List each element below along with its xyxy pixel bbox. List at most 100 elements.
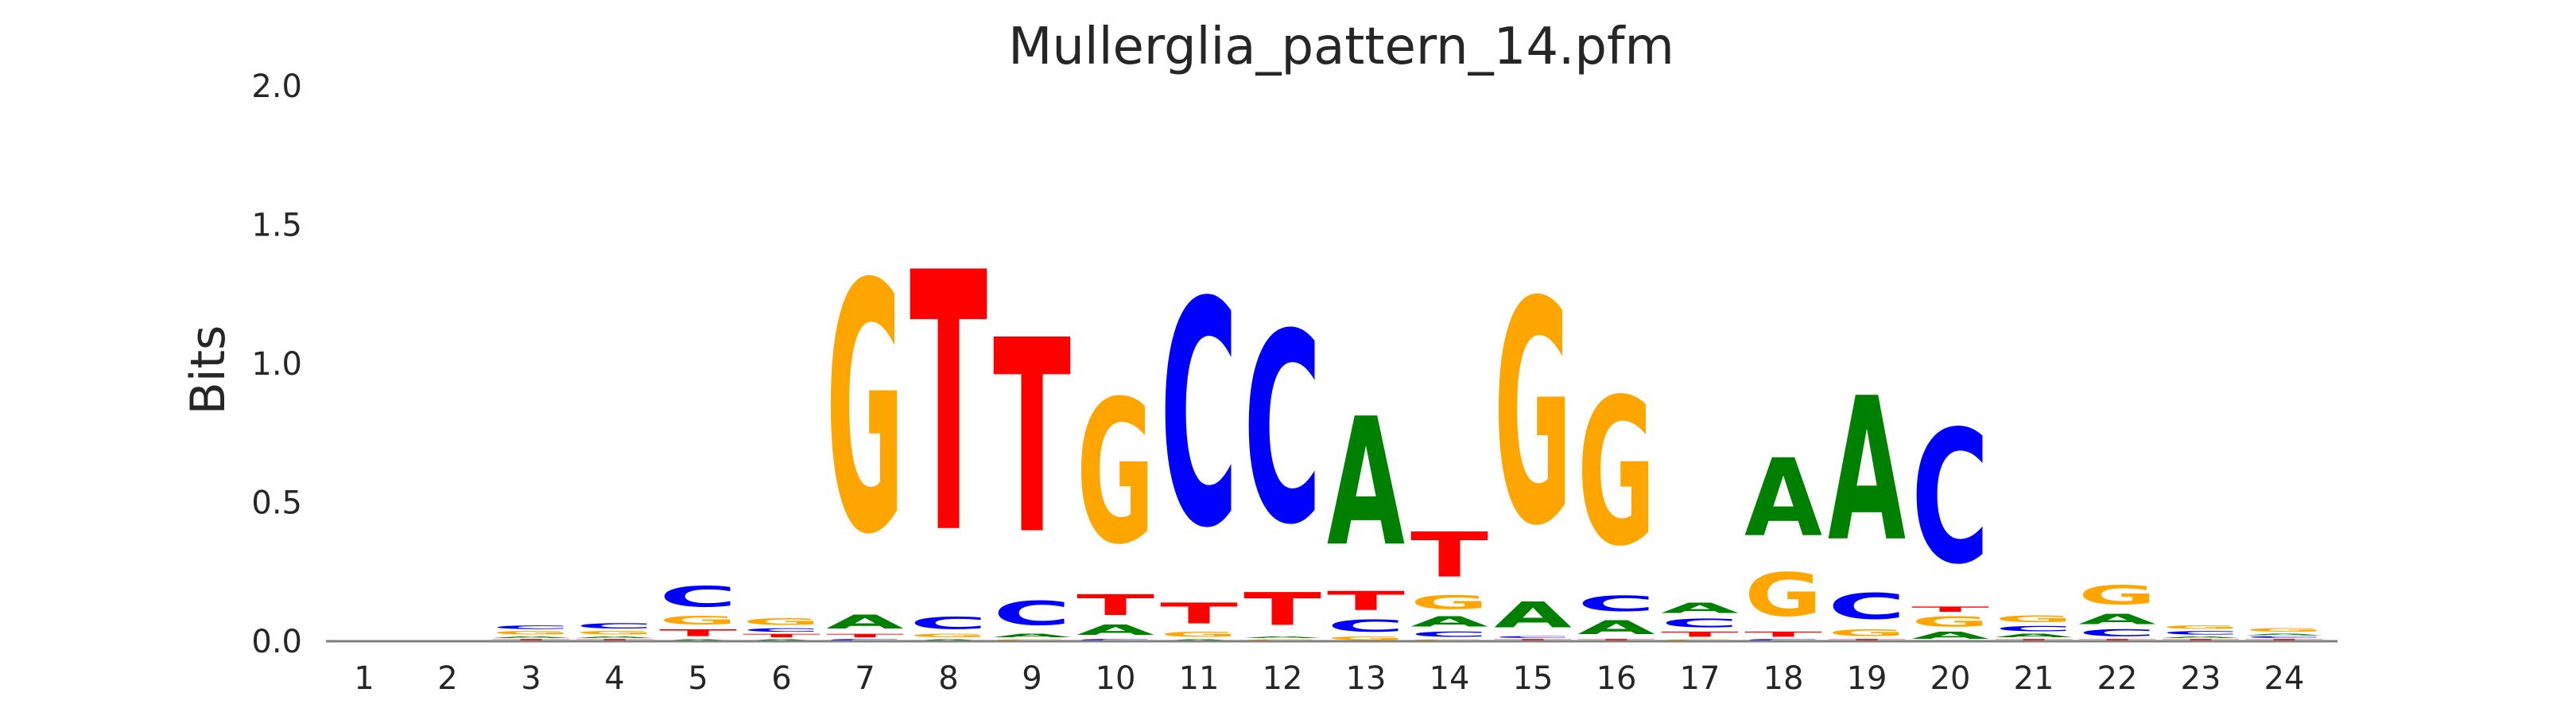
logo-letter-G-pos-8: G — [910, 633, 987, 639]
logo-letter-A-pos-22: A — [2078, 611, 2156, 628]
x-tick-label: 22 — [2097, 660, 2138, 697]
logo-letter-T-pos-22: T — [2078, 639, 2156, 641]
y-axis-ticks: 0.0 0.5 1.0 1.5 2.0 — [251, 68, 302, 660]
logo-letters: TAGCTAGCATGCATCGCTAGAGCTGACTCATGAGTCGATC… — [492, 199, 2323, 641]
logo-letter-G-pos-13: G — [1327, 636, 1405, 641]
logo-letter-A-pos-3: A — [492, 636, 570, 638]
logo-letter-T-pos-11: T — [1160, 597, 1238, 630]
logo-letter-A-pos-4: A — [576, 636, 654, 638]
x-tick-label: 5 — [688, 660, 708, 697]
y-tick-label: 1.0 — [251, 346, 302, 383]
logo-letter-C-pos-15: C — [1494, 636, 1572, 638]
logo-letter-G-pos-15: G — [1494, 238, 1572, 593]
y-tick-label: 0.0 — [251, 624, 302, 660]
x-tick-label: 18 — [1763, 660, 1804, 697]
logo-letter-T-pos-13: T — [1327, 586, 1405, 616]
logo-letter-G-pos-17: G — [1661, 639, 1739, 641]
logo-letter-T-pos-17: T — [1661, 630, 1739, 638]
logo-letter-C-pos-9: C — [993, 594, 1071, 633]
logo-letter-C-pos-20: C — [1911, 393, 1989, 605]
logo-letter-A-pos-13: A — [1327, 382, 1405, 586]
logo-letter-G-pos-6: G — [743, 617, 821, 628]
logo-letter-A-pos-6: A — [743, 639, 821, 641]
logo-letter-T-pos-24: T — [2245, 639, 2323, 641]
logo-letter-A-pos-15: A — [1494, 594, 1573, 636]
x-tick-label: 15 — [1513, 660, 1554, 697]
logo-letter-A-pos-23: A — [2162, 636, 2240, 638]
logo-letter-C-pos-16: C — [1577, 591, 1655, 616]
logo-letter-A-pos-17: A — [1661, 600, 1739, 617]
logo-letter-T-pos-9: T — [993, 283, 1072, 593]
x-tick-label: 11 — [1179, 660, 1220, 697]
logo-letter-A-pos-10: A — [1077, 622, 1154, 639]
logo-letter-C-pos-5: C — [659, 581, 737, 614]
x-tick-label: 21 — [2014, 660, 2054, 697]
logo-letter-T-pos-5: T — [659, 628, 737, 639]
logo-letter-G-pos-11: G — [1160, 630, 1238, 638]
x-tick-label: 20 — [1930, 660, 1971, 697]
logo-letter-C-pos-21: C — [1995, 625, 2073, 632]
logo-letter-C-pos-13: C — [1327, 617, 1405, 636]
logo-letter-A-pos-14: A — [1410, 613, 1488, 630]
x-tick-label: 13 — [1346, 660, 1387, 697]
logo-letter-G-pos-10: G — [1077, 359, 1154, 588]
logo-letter-C-pos-6: C — [743, 628, 821, 633]
logo-letter-T-pos-6: T — [743, 633, 821, 639]
logo-letter-A-pos-20: A — [1911, 630, 1990, 641]
logo-letter-A-pos-8: A — [910, 639, 987, 641]
logo-letter-A-pos-18: A — [1744, 436, 1822, 560]
logo-letter-C-pos-23: C — [2162, 630, 2240, 636]
logo-letter-G-pos-7: G — [826, 212, 904, 610]
y-tick-label: 2.0 — [251, 68, 302, 105]
x-tick-label: 16 — [1596, 660, 1637, 697]
logo-letter-C-pos-12: C — [1243, 278, 1321, 582]
logo-letter-T-pos-23: T — [2162, 639, 2240, 641]
logo-letter-T-pos-10: T — [1077, 589, 1154, 622]
logo-letter-G-pos-19: G — [1828, 628, 1906, 639]
logo-letter-A-pos-12: A — [1243, 636, 1321, 638]
y-axis-label: Bits — [180, 325, 236, 415]
chart-title: Mullerglia_pattern_14.pfm — [1008, 18, 1674, 76]
logo-letter-G-pos-4: G — [576, 630, 654, 636]
logo-letter-A-pos-5: A — [659, 639, 737, 641]
logo-letter-T-pos-20: T — [1911, 605, 1989, 613]
x-tick-label: 14 — [1430, 660, 1470, 697]
logo-letter-G-pos-20: G — [1911, 613, 1989, 630]
logo-letter-T-pos-19: T — [1828, 639, 1906, 641]
logo-letter-G-pos-5: G — [659, 613, 737, 627]
logo-letter-A-pos-7: A — [826, 611, 905, 633]
logo-letter-C-pos-24: C — [2245, 636, 2323, 638]
logo-letter-C-pos-8: C — [910, 613, 987, 632]
logo-letter-A-pos-24: A — [2245, 633, 2323, 636]
y-tick-label: 1.5 — [251, 208, 302, 244]
x-tick-label: 12 — [1263, 660, 1303, 697]
x-tick-label: 1 — [354, 660, 374, 697]
logo-letter-G-pos-3: G — [492, 630, 570, 636]
x-tick-label: 3 — [521, 660, 541, 697]
logo-letter-T-pos-15: T — [1494, 639, 1572, 641]
x-tick-label: 24 — [2264, 660, 2305, 697]
logo-letter-C-pos-17: C — [1661, 617, 1739, 630]
logo-letter-C-pos-10: C — [1077, 639, 1154, 641]
logo-letter-G-pos-24: G — [2245, 628, 2323, 633]
y-tick-label: 0.5 — [251, 485, 302, 522]
logo-letter-G-pos-18: G — [1744, 562, 1822, 630]
logo-letter-T-pos-3: T — [492, 639, 570, 641]
x-tick-label: 2 — [437, 660, 457, 697]
x-tick-label: 9 — [1022, 660, 1042, 697]
logo-letter-A-pos-16: A — [1577, 617, 1656, 639]
logo-letter-C-pos-19: C — [1828, 586, 1906, 628]
logo-letter-G-pos-22: G — [2078, 580, 2156, 610]
logo-letter-A-pos-11: A — [1160, 639, 1238, 641]
logo-letter-G-pos-14: G — [1410, 591, 1488, 613]
logo-letter-T-pos-8: T — [910, 199, 988, 613]
logo-letter-C-pos-22: C — [2078, 628, 2156, 639]
logo-letter-T-pos-4: T — [576, 639, 654, 641]
logo-letter-C-pos-18: C — [1744, 639, 1822, 641]
x-tick-label: 10 — [1096, 660, 1136, 697]
logo-letter-C-pos-7: C — [826, 639, 904, 641]
logo-letter-T-pos-7: T — [826, 633, 904, 639]
logo-letter-G-pos-12: G — [1243, 639, 1321, 641]
x-tick-label: 8 — [938, 660, 958, 697]
